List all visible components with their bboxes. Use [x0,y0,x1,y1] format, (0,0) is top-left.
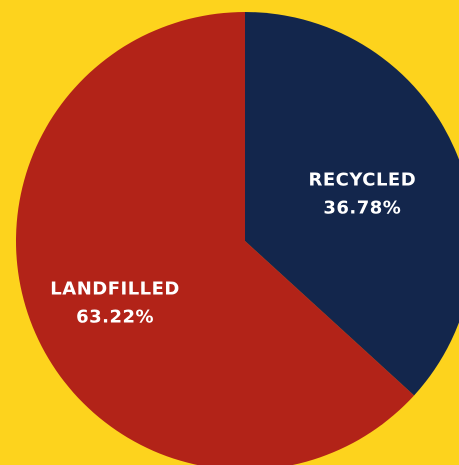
slice-label-landfilled: LANDFILLED [50,278,180,299]
slice-label-recycled: RECYCLED [308,169,416,190]
pie-slice-landfilled [16,12,415,465]
pie-labels: RECYCLED 36.78% LANDFILLED 63.22% [50,169,416,327]
slice-value-landfilled: 63.22% [76,306,154,327]
pie-slices [16,12,459,465]
pie-slice-recycled [245,12,459,396]
slice-value-recycled: 36.78% [323,197,401,218]
